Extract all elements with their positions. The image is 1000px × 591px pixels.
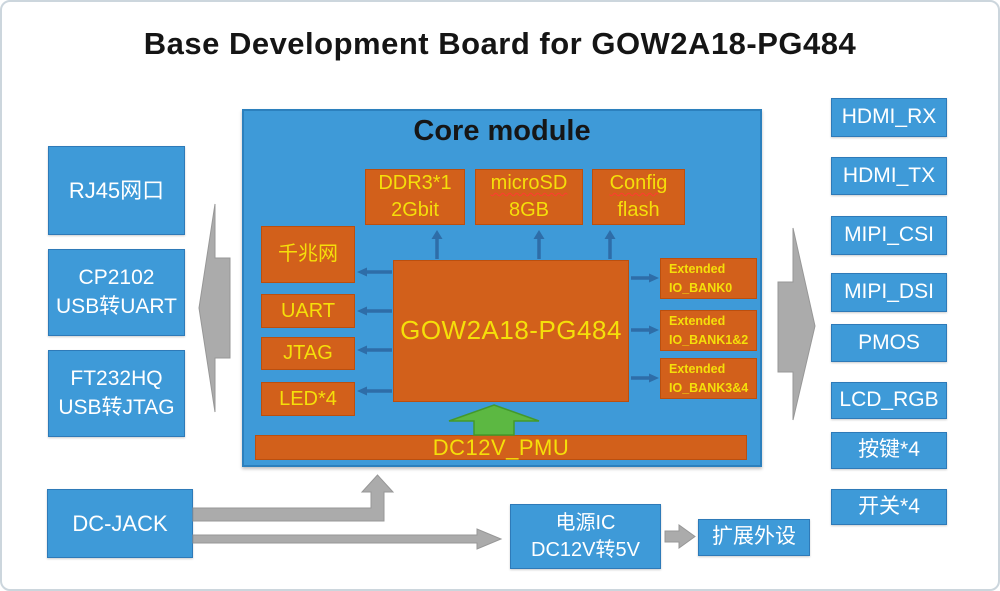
box-ft232: FT232HQ USB转JTAG xyxy=(48,350,185,437)
dcjack-to-poweric-arrow-icon xyxy=(192,528,503,550)
box-jtag: JTAG xyxy=(261,337,355,370)
box-switches: 开关*4 xyxy=(831,489,947,525)
box-gigabit-ethernet: 千兆网 xyxy=(261,226,355,283)
page-title: Base Development Board for GOW2A18-PG484 xyxy=(143,26,857,61)
box-mipi-dsi: MIPI_DSI xyxy=(831,273,947,312)
dcjack-to-pmu-arrow-icon xyxy=(192,474,395,522)
box-peripherals: 扩展外设 xyxy=(698,519,810,556)
power-ic-label-line1: 电源IC xyxy=(555,511,616,534)
hdmi-tx-label: HDMI_TX xyxy=(842,163,936,187)
jtag-connector-arrow-icon xyxy=(357,345,392,355)
gigabit-ethernet-label: 千兆网 xyxy=(278,243,338,265)
io-bank3-4-connector-arrow-icon xyxy=(631,373,659,383)
box-fpga-gow2a18: GOW2A18-PG484 xyxy=(393,260,629,402)
io-bank0-connector-arrow-icon xyxy=(631,273,659,283)
cp2102-label-line2: USB转UART xyxy=(56,294,177,318)
box-hdmi-tx: HDMI_TX xyxy=(831,157,947,195)
left-bus-arrow-icon xyxy=(198,203,231,413)
box-power-ic: 电源IC DC12V转5V xyxy=(510,504,661,569)
dc12v-pmu-label: DC12V_PMU xyxy=(432,434,570,460)
box-io-bank3-4: Extended IO_BANK3&4 xyxy=(660,358,757,399)
io-bank1-2-connector-arrow-icon xyxy=(631,325,659,335)
mipi-dsi-label: MIPI_DSI xyxy=(844,280,934,304)
box-rj45: RJ45网口 xyxy=(48,146,185,235)
ft232-label-line2: USB转JTAG xyxy=(58,395,175,419)
uart-label: UART xyxy=(280,299,336,322)
dc-jack-label: DC-JACK xyxy=(72,510,168,536)
box-hdmi-rx: HDMI_RX xyxy=(831,98,947,137)
mipi-csi-label: MIPI_CSI xyxy=(844,223,934,247)
io-bank3-4-label-line2: IO_BANK3&4 xyxy=(669,380,749,395)
config-flash-label-line1: Config xyxy=(609,172,668,194)
box-lcd-rgb: LCD_RGB xyxy=(831,382,947,419)
power-up-arrow-icon xyxy=(448,404,540,436)
lcd-rgb-label: LCD_RGB xyxy=(839,388,939,412)
microsd-label-line1: microSD xyxy=(490,172,568,194)
config-connector-arrow-icon xyxy=(604,230,616,259)
cp2102-label-line1: CP2102 xyxy=(78,266,155,290)
pmos-label: PMOS xyxy=(858,330,920,354)
box-io-bank0: Extended IO_BANK0 xyxy=(660,258,757,299)
box-cp2102: CP2102 USB转UART xyxy=(48,249,185,336)
led-connector-arrow-icon xyxy=(357,386,392,396)
led-label: LED*4 xyxy=(279,387,337,410)
microsd-connector-arrow-icon xyxy=(533,230,545,259)
box-dc-jack: DC-JACK xyxy=(47,489,193,558)
microsd-label-line2: 8GB xyxy=(508,199,550,221)
ddr3-label-line2: 2Gbit xyxy=(391,199,439,221)
ft232-label-line1: FT232HQ xyxy=(70,367,163,391)
hdmi-rx-label: HDMI_RX xyxy=(841,105,937,129)
box-io-bank1-2: Extended IO_BANK1&2 xyxy=(660,310,757,351)
ddr3-connector-arrow-icon xyxy=(431,230,443,259)
rj45-label: RJ45网口 xyxy=(68,177,165,203)
box-keys: 按键*4 xyxy=(831,432,947,469)
keys-label: 按键*4 xyxy=(858,438,920,462)
right-bus-arrow-icon xyxy=(777,227,816,421)
box-ddr3: DDR3*1 2Gbit xyxy=(365,169,465,225)
box-microsd: microSD 8GB xyxy=(475,169,583,225)
io-bank1-2-label-line2: IO_BANK1&2 xyxy=(669,332,749,347)
peripherals-label: 扩展外设 xyxy=(712,525,796,549)
switches-label: 开关*4 xyxy=(858,494,920,518)
box-mipi-csi: MIPI_CSI xyxy=(831,216,947,255)
jtag-label: JTAG xyxy=(283,342,333,364)
ddr3-label-line1: DDR3*1 xyxy=(378,172,452,194)
fpga-label: GOW2A18-PG484 xyxy=(400,315,622,346)
io-bank1-2-label-line1: Extended xyxy=(669,314,726,329)
config-flash-label-line2: flash xyxy=(617,199,660,221)
io-bank3-4-label-line1: Extended xyxy=(669,362,726,377)
io-bank0-label-line2: IO_BANK0 xyxy=(669,280,733,295)
poweric-to-peripherals-arrow-icon xyxy=(664,524,696,549)
box-uart: UART xyxy=(261,294,355,328)
box-led: LED*4 xyxy=(261,382,355,416)
io-bank0-label-line1: Extended xyxy=(669,262,726,277)
gigabit-connector-arrow-icon xyxy=(357,267,392,277)
power-ic-label-line2: DC12V转5V xyxy=(531,538,640,561)
box-pmos: PMOS xyxy=(831,324,947,362)
core-module-title: Core module xyxy=(413,115,591,147)
box-dc12v-pmu: DC12V_PMU xyxy=(255,435,747,460)
box-config-flash: Config flash xyxy=(592,169,685,225)
uart-connector-arrow-icon xyxy=(357,306,392,316)
